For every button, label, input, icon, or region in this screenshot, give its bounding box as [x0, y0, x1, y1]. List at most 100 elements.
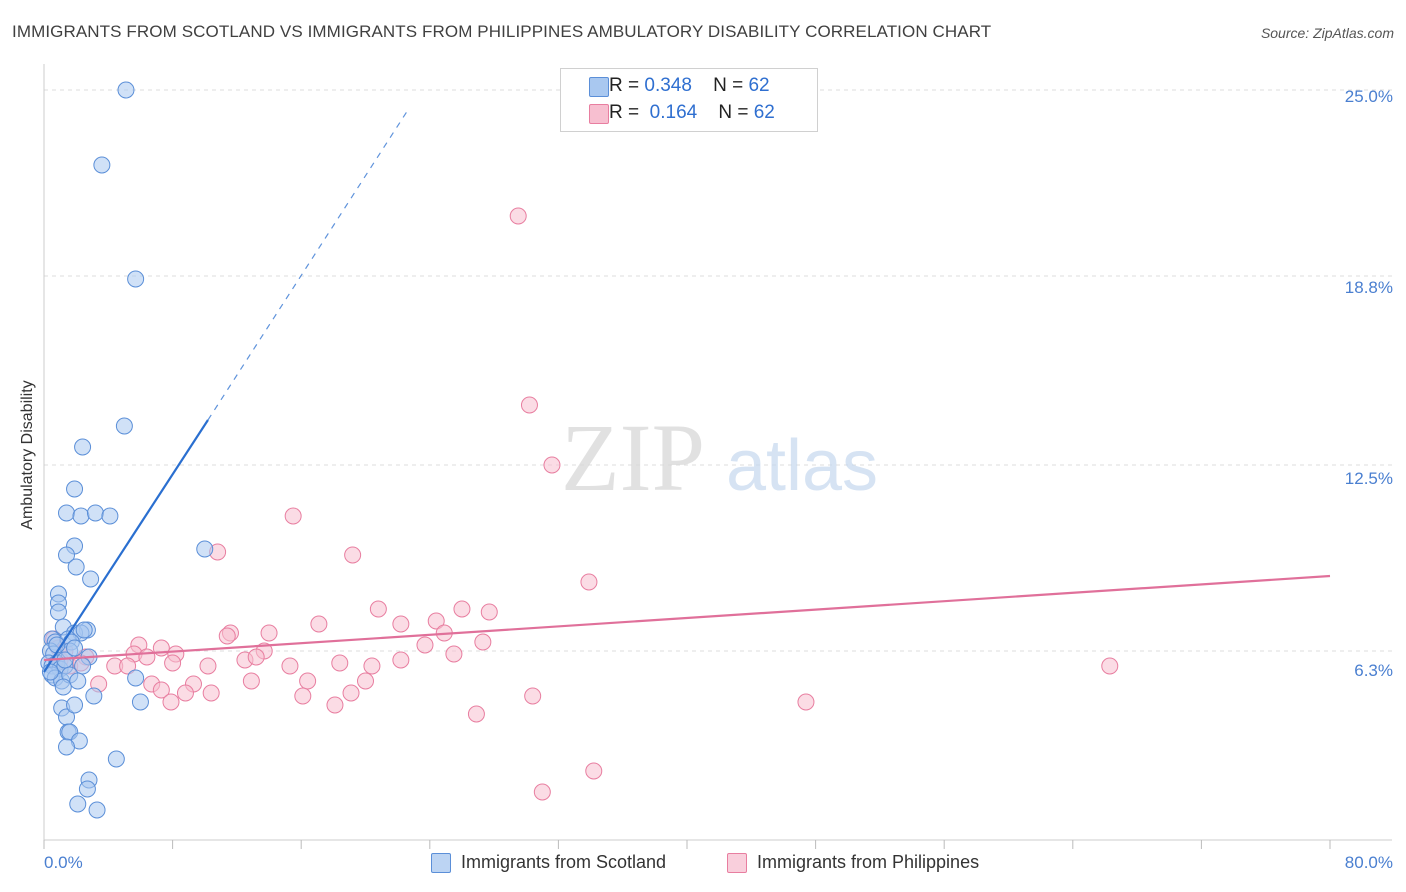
- philippines-point: [797, 693, 815, 711]
- scotland-point: [66, 480, 84, 498]
- correlation-legend: R = 0.348 N = 62 R = 0.164 N = 62: [560, 68, 818, 132]
- scotland-trend-line: [43, 419, 209, 673]
- philippines-point: [467, 705, 485, 723]
- scotland-points: [40, 81, 214, 819]
- philippines-point: [427, 612, 445, 630]
- philippines-point: [331, 654, 349, 672]
- philippines-point: [520, 396, 538, 414]
- legend-r-label: R =: [609, 102, 640, 123]
- bottom-legend-scotland: Immigrants from Scotland: [431, 852, 666, 873]
- philippines-point: [218, 627, 236, 645]
- scotland-point: [69, 672, 87, 690]
- philippines-point: [480, 603, 498, 621]
- axes: [43, 64, 1392, 849]
- philippines-point: [369, 600, 387, 618]
- scotland-point: [49, 603, 67, 621]
- scotland-point: [66, 696, 84, 714]
- x-tick-label: 80.0%: [1344, 853, 1393, 872]
- philippines-point: [199, 657, 217, 675]
- philippines-point: [138, 648, 156, 666]
- legend-n-label: N =: [713, 75, 744, 96]
- philippines-point: [445, 645, 463, 663]
- scotland-point: [58, 738, 76, 756]
- philippines-point: [164, 654, 182, 672]
- philippines-point: [416, 636, 434, 654]
- philippines-point: [294, 687, 312, 705]
- philippines-point: [580, 573, 598, 591]
- y-tick-label: 12.5%: [1344, 469, 1393, 488]
- scotland-point: [85, 687, 103, 705]
- source-label: Source: ZipAtlas.com: [1260, 25, 1394, 41]
- philippines-point: [392, 615, 410, 633]
- y-axis-label: Ambulatory Disability: [19, 380, 36, 530]
- y-tick-label: 6.3%: [1354, 661, 1393, 680]
- scotland-trend-extension: [207, 110, 408, 421]
- x-tick-label: 0.0%: [44, 853, 83, 872]
- scotland-point: [127, 270, 145, 288]
- philippines-point: [1101, 657, 1119, 675]
- philippines-point: [284, 507, 302, 525]
- scotland-point: [88, 801, 106, 819]
- philippines-point: [524, 687, 542, 705]
- philippines-point: [392, 651, 410, 669]
- y-tick-label: 25.0%: [1344, 87, 1393, 106]
- scotland-point: [86, 504, 104, 522]
- scotland-point: [131, 693, 149, 711]
- legend-r-value: 0.164: [649, 102, 698, 123]
- chart-title: IMMIGRANTS FROM SCOTLAND VS IMMIGRANTS F…: [12, 22, 992, 41]
- philippines-point: [344, 546, 362, 564]
- philippines-point: [152, 681, 170, 699]
- legend-row-philippines: R = 0.164 N = 62: [589, 100, 775, 126]
- philippines-point: [202, 684, 220, 702]
- philippines-point: [242, 672, 260, 690]
- philippines-trend-line: [43, 574, 1331, 662]
- scotland-point: [93, 156, 111, 174]
- scotland-point: [58, 546, 76, 564]
- philippines-point: [310, 615, 328, 633]
- legend-n-value: 62: [753, 102, 775, 123]
- watermark-atlas: atlas: [726, 426, 878, 506]
- scotland-legend-label: Immigrants from Scotland: [461, 852, 667, 872]
- scotland-point: [82, 570, 100, 588]
- philippines-point: [260, 624, 278, 642]
- philippines-point: [474, 633, 492, 651]
- philippines-point: [119, 657, 137, 675]
- scotland-point: [67, 558, 85, 576]
- scotland-point: [66, 639, 84, 657]
- scotland-point: [74, 438, 92, 456]
- philippines-point: [509, 207, 527, 225]
- philippines-point: [162, 693, 180, 711]
- scotland-swatch: [589, 77, 609, 97]
- philippines-point: [357, 672, 374, 690]
- scotland-point: [115, 417, 133, 435]
- philippines-point: [543, 456, 561, 474]
- philippines-swatch: [589, 104, 609, 124]
- scotland-point: [196, 540, 214, 558]
- legend-n-value: 62: [748, 75, 770, 96]
- legend-r-label: R =: [609, 75, 640, 96]
- scotland-point: [107, 750, 125, 768]
- scotland-point: [101, 507, 119, 525]
- grid-lines: [44, 89, 1392, 652]
- legend-row-scotland: R = 0.348 N = 62: [589, 73, 770, 99]
- legend-r-value: 0.348: [644, 75, 692, 96]
- legend-n-label: N =: [718, 102, 749, 123]
- philippines-point: [281, 657, 299, 675]
- scotland-point: [69, 795, 87, 813]
- scotland-point: [72, 507, 90, 525]
- philippines-point: [342, 684, 360, 702]
- philippines-legend-label: Immigrants from Philippines: [757, 852, 980, 872]
- scotland-legend-swatch: [431, 852, 451, 873]
- y-tick-label: 18.8%: [1344, 278, 1393, 297]
- philippines-point: [176, 684, 194, 702]
- scotland-point: [58, 504, 76, 522]
- scotland-point: [127, 669, 145, 687]
- philippines-point: [247, 648, 265, 666]
- scotland-point: [54, 678, 72, 696]
- philippines-point: [533, 783, 551, 801]
- scotland-point: [75, 621, 93, 639]
- philippines-point: [326, 696, 344, 714]
- philippines-point: [453, 600, 471, 618]
- bottom-legend-philippines: Immigrants from Philippines: [727, 852, 979, 873]
